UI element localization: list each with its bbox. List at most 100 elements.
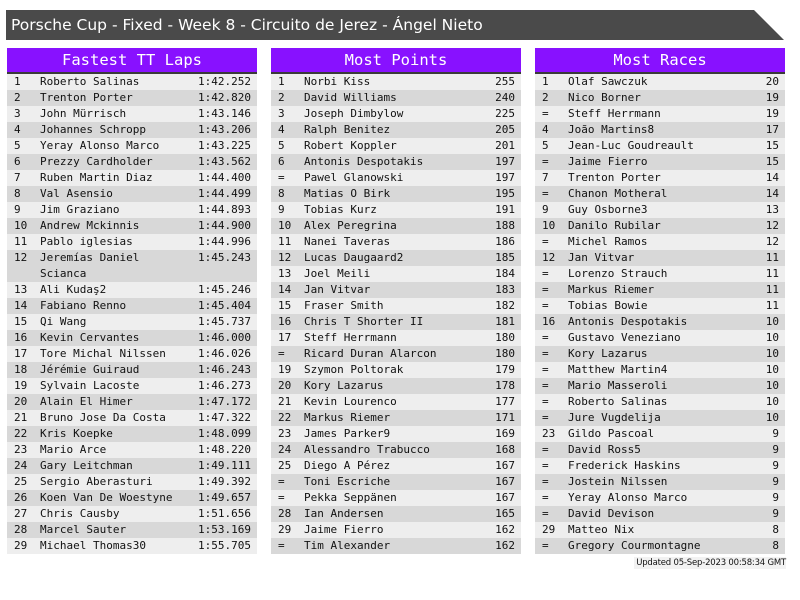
rank-cell: 2 bbox=[14, 91, 21, 104]
driver-name-cell: Guy Osborne3 bbox=[568, 203, 648, 216]
table-row: 15 Qi Wang 1:45.737 bbox=[7, 314, 257, 330]
updated-timestamp: Updated 05-Sep-2023 00:58:34 GMT bbox=[634, 557, 786, 569]
leaderboard-table: 1 Norbi Kiss 255 2 David Williams 240 3 Joseph … bbox=[271, 74, 521, 554]
driver-name-cell: Tobias Kurz bbox=[304, 203, 377, 216]
table-row: 23 Mario Arce 1:48.220 bbox=[7, 442, 257, 458]
table-row: = Jostein Nilssen 9 bbox=[535, 474, 785, 490]
driver-name-cell: Toni Escriche bbox=[304, 475, 391, 488]
rank-cell: = bbox=[542, 475, 549, 488]
driver-name-cell: Roberto Salinas bbox=[40, 75, 140, 88]
rank-cell: = bbox=[542, 299, 549, 312]
rank-cell: 29 bbox=[542, 523, 556, 536]
rank-cell: = bbox=[542, 539, 549, 552]
rank-cell: 17 bbox=[14, 347, 28, 360]
rank-cell: 9 bbox=[278, 203, 285, 216]
value-cell: 171 bbox=[495, 411, 515, 424]
table-row: 3 John Mürrisch 1:43.146 bbox=[7, 106, 257, 122]
table-row: 28 Marcel Sauter 1:53.169 bbox=[7, 522, 257, 538]
driver-name-cell: Jostein Nilssen bbox=[568, 475, 668, 488]
value-cell: 1:46.243 bbox=[198, 363, 251, 376]
table-row: = Pekka Seppänen 167 bbox=[271, 490, 521, 506]
rank-cell: 10 bbox=[278, 219, 292, 232]
table-row: 25 Sergio Aberasturi 1:49.392 bbox=[7, 474, 257, 490]
value-cell: 14 bbox=[765, 187, 779, 200]
value-cell: 10 bbox=[765, 363, 779, 376]
value-cell: 1:45.404 bbox=[198, 299, 251, 312]
driver-name-cell: Gildo Pascoal bbox=[568, 427, 655, 440]
table-row: 19 Sylvain Lacoste 1:46.273 bbox=[7, 378, 257, 394]
driver-name-cell: Danilo Rubilar bbox=[568, 219, 661, 232]
value-cell: 1:45.246 bbox=[198, 283, 251, 296]
rank-cell: = bbox=[542, 491, 549, 504]
table-row: 7 Ruben Martin Diaz 1:44.400 bbox=[7, 170, 257, 186]
driver-name-cell: Robert Koppler bbox=[304, 139, 397, 152]
value-cell: 1:51.656 bbox=[198, 507, 251, 520]
value-cell: 167 bbox=[495, 459, 515, 472]
driver-name-cell: Tobias Bowie bbox=[568, 299, 648, 312]
driver-name-cell: Jure Vugdelija bbox=[568, 411, 661, 424]
rank-cell: = bbox=[278, 475, 285, 488]
driver-name-cell: David Devison bbox=[568, 507, 655, 520]
driver-name-cell: Kory Lazarus bbox=[568, 347, 648, 360]
value-cell: 20 bbox=[765, 75, 779, 88]
table-row: 6 Prezzy Cardholder 1:43.562 bbox=[7, 154, 257, 170]
driver-name-cell: Antonis Despotakis bbox=[568, 315, 688, 328]
driver-name-cell: Koen Van De Woestyne bbox=[40, 491, 173, 504]
value-cell: 1:44.996 bbox=[198, 235, 251, 248]
table-row: = Markus Riemer 11 bbox=[535, 282, 785, 298]
driver-name-cell: Jan Vitvar bbox=[304, 283, 371, 296]
rank-cell: 1 bbox=[14, 75, 21, 88]
driver-name-cell: Matthew Martin4 bbox=[568, 363, 668, 376]
value-cell: 1:49.392 bbox=[198, 475, 251, 488]
rank-cell: = bbox=[542, 155, 549, 168]
driver-name-cell: Chris Causby bbox=[40, 507, 120, 520]
table-row: 28 Ian Andersen 165 bbox=[271, 506, 521, 522]
leaderboard-table: 1 Olaf Sawczuk 20 2 Nico Borner 19 = Steff Herr… bbox=[535, 74, 785, 554]
rank-cell: = bbox=[542, 411, 549, 424]
value-cell: 195 bbox=[495, 187, 515, 200]
rank-cell: 5 bbox=[542, 139, 549, 152]
table-row: 5 Robert Koppler 201 bbox=[271, 138, 521, 154]
rank-cell: = bbox=[542, 331, 549, 344]
driver-name-cell: Sylvain Lacoste bbox=[40, 379, 140, 392]
value-cell: 180 bbox=[495, 347, 515, 360]
table-row: 1 Roberto Salinas 1:42.252 bbox=[7, 74, 257, 90]
table-row: 6 Antonis Despotakis 197 bbox=[271, 154, 521, 170]
table-row: = Chanon Motheral 14 bbox=[535, 186, 785, 202]
rank-cell: = bbox=[542, 267, 549, 280]
value-cell: 1:53.169 bbox=[198, 523, 251, 536]
driver-name-cell: Kris Koepke bbox=[40, 427, 113, 440]
table-row: = Ricard Duran Alarcon 180 bbox=[271, 346, 521, 362]
table-row: 17 Tore Michal Nilssen 1:46.026 bbox=[7, 346, 257, 362]
value-cell: 1:49.111 bbox=[198, 459, 251, 472]
value-cell: 1:45.243 bbox=[198, 251, 251, 264]
table-row: 14 Jan Vitvar 183 bbox=[271, 282, 521, 298]
rank-cell: = bbox=[542, 347, 549, 360]
table-row: 12 Lucas Daugaard2 185 bbox=[271, 250, 521, 266]
value-cell: 9 bbox=[772, 491, 779, 504]
value-cell: 179 bbox=[495, 363, 515, 376]
table-row: 21 Kevin Lourenco 177 bbox=[271, 394, 521, 410]
rank-cell: 3 bbox=[14, 107, 21, 120]
value-cell: 1:42.820 bbox=[198, 91, 251, 104]
rank-cell: 23 bbox=[278, 427, 292, 440]
value-cell: 14 bbox=[765, 171, 779, 184]
table-row: 22 Markus Riemer 171 bbox=[271, 410, 521, 426]
value-cell: 169 bbox=[495, 427, 515, 440]
driver-name-cell: Sergio Aberasturi bbox=[40, 475, 153, 488]
rank-cell: 10 bbox=[14, 219, 28, 232]
value-cell: 1:44.400 bbox=[198, 171, 251, 184]
table-row: 5 Jean-Luc Goudreault 15 bbox=[535, 138, 785, 154]
table-row: 9 Guy Osborne3 13 bbox=[535, 202, 785, 218]
driver-name-cell: Lucas Daugaard2 bbox=[304, 251, 404, 264]
rank-cell: 8 bbox=[278, 187, 285, 200]
driver-name-cell: Ralph Benitez bbox=[304, 123, 391, 136]
rank-cell: 21 bbox=[14, 411, 28, 424]
table-row: 25 Diego A Pérez 167 bbox=[271, 458, 521, 474]
value-cell: 12 bbox=[765, 219, 779, 232]
value-cell: 1:45.737 bbox=[198, 315, 251, 328]
table-row: = Mario Masseroli 10 bbox=[535, 378, 785, 394]
value-cell: 9 bbox=[772, 427, 779, 440]
rank-cell: 16 bbox=[542, 315, 556, 328]
driver-name-cell: Fabiano Renno bbox=[40, 299, 127, 312]
